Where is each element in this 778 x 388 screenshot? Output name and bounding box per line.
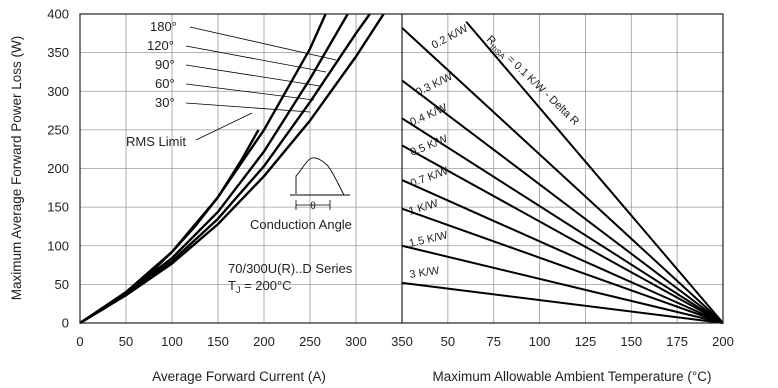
x-tick-label-left: 50 (119, 334, 133, 349)
half-sine-waveform (295, 157, 345, 196)
x-tick-label-right: 50 (441, 334, 455, 349)
conduction-angle-label: Conduction Angle (250, 217, 352, 232)
y-axis-title: Maximum Average Forward Power Loss (W) (9, 36, 24, 301)
y-tick-label: 350 (47, 45, 69, 60)
rth-label-04: 0.4 K/W (408, 102, 449, 129)
x-axis-title-right: Maximum Allowable Ambient Temperature (°… (432, 369, 711, 384)
x-tick-label-left: 150 (207, 334, 229, 349)
y-tick-label: 150 (47, 200, 69, 215)
rth-line-6 (401, 207, 724, 324)
tj-subscript: J (236, 285, 241, 295)
leader-120 (185, 45, 327, 73)
y-tick-label: 0 (62, 316, 69, 331)
curve-1 (79, 129, 260, 325)
thermal-resistance-lines (401, 21, 724, 324)
conduction-angle-curves (79, 13, 385, 325)
x-tick-label-left: 0 (76, 334, 83, 349)
angle-label-90: 90° (155, 57, 175, 72)
angle-labels: 180° 120° 90° 60° 30° (147, 19, 177, 110)
rth-line-7 (401, 244, 724, 324)
rth-label-02: 0.2 K/W (430, 22, 471, 51)
y-tick-label: 400 (47, 7, 69, 22)
rms-limit-label: RMS Limit (126, 134, 186, 149)
x-tick-label-left: 250 (299, 334, 321, 349)
tj-main: T (228, 278, 236, 293)
rth-line-1 (401, 27, 724, 324)
y-tick-label: 250 (47, 122, 69, 137)
rth-line-2 (401, 79, 724, 324)
rms-limit-leader (195, 112, 253, 141)
angle-label-60: 60° (155, 76, 175, 91)
y-tick-label: 300 (47, 84, 69, 99)
plot-frame (79, 13, 724, 324)
theta-symbol: θ (310, 201, 316, 212)
angle-label-120: 120° (147, 38, 174, 53)
x-tick-label-right: 200 (712, 334, 734, 349)
y-tick-label: 100 (47, 238, 69, 253)
rth-label-15: 1.5 K/W (408, 229, 449, 250)
x-tick-label-left: 200 (253, 334, 275, 349)
tj-label: TJ = 200°C (228, 278, 292, 295)
rth-line-8 (401, 281, 724, 324)
leader-60 (185, 83, 315, 101)
leader-30 (185, 102, 311, 113)
tick-labels: 0 50 100 150 200 250 300 350 400 0 50 100 150 200 250 3… (47, 7, 734, 350)
x-tick-label-right: 175 (666, 334, 688, 349)
angle-label-180: 180° (150, 19, 177, 34)
rth-line-3 (401, 117, 724, 324)
angle-leader-lines (185, 26, 337, 113)
x-tick-label-right: 75 (486, 334, 500, 349)
y-tick-label: 50 (55, 277, 69, 292)
x-tick-label-right: 350 (391, 334, 413, 349)
rth-line-9 (465, 21, 724, 324)
leader-90 (185, 64, 321, 87)
x-tick-label-right: 150 (620, 334, 642, 349)
angle-label-30: 30° (155, 95, 175, 110)
rth-label-1: 1 K/W (407, 197, 440, 217)
x-tick-label-left: 300 (345, 334, 367, 349)
leader-180 (189, 26, 337, 61)
rth-line-4 (401, 144, 724, 324)
y-tick-label: 200 (47, 161, 69, 176)
rthsa-delta: - Delta R (539, 87, 581, 128)
curve-5 (79, 13, 385, 325)
conduction-angle-icon: θ (290, 157, 350, 212)
rth-label-3: 3 K/W (409, 265, 441, 281)
x-tick-label-right: 125 (575, 334, 597, 349)
x-axis-title-left: Average Forward Current (A) (152, 369, 326, 384)
series-note: 70/300U(R)..D Series (228, 261, 353, 276)
x-tick-label-left: 100 (161, 334, 183, 349)
rth-label-03: 0.3 K/W (414, 70, 455, 98)
rth-line-5 (401, 179, 724, 324)
x-tick-label-right: 100 (529, 334, 551, 349)
tj-value: = 200°C (240, 278, 291, 293)
